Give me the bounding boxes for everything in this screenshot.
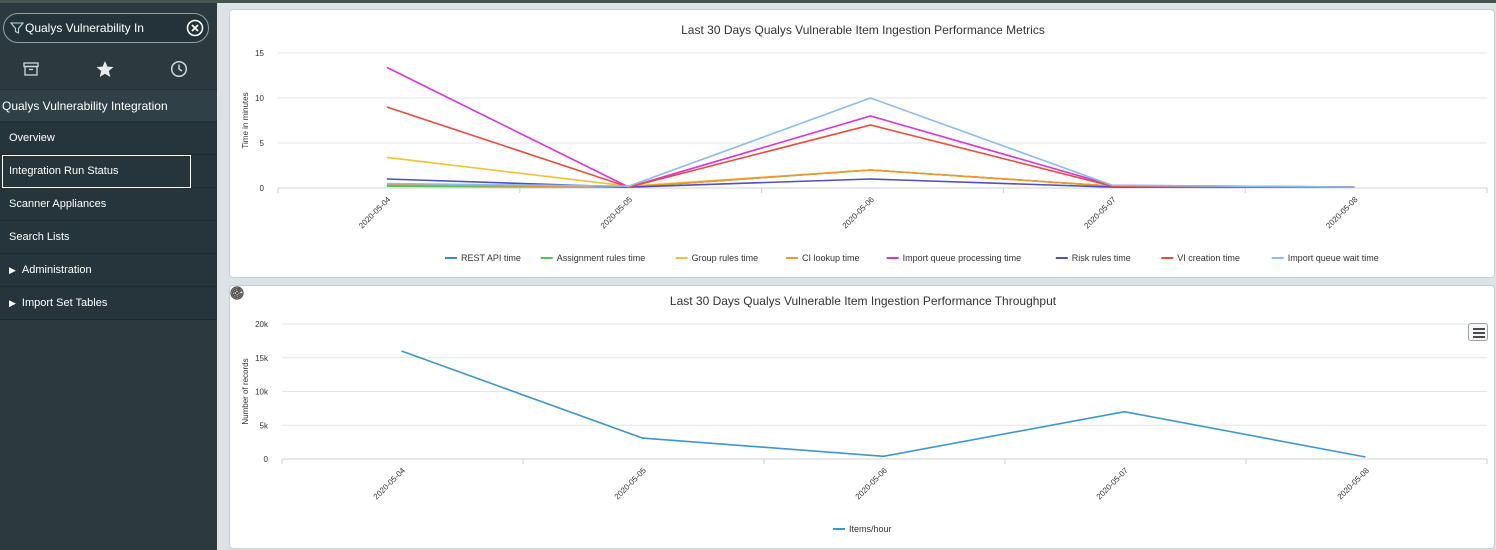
legend-label: Assignment rules time: [557, 253, 646, 263]
x-tick-label: 2020-05-04: [357, 195, 393, 231]
module-label: Integration Run Status: [9, 165, 119, 177]
chart-menu-button[interactable]: [1468, 323, 1488, 341]
clear-filter-icon[interactable]: [186, 19, 204, 37]
clock-icon[interactable]: [169, 59, 189, 79]
y-tick-label: 10k: [255, 388, 269, 397]
y-tick-label: 20k: [255, 320, 269, 329]
navigator-tabs: [0, 50, 217, 88]
module-administration[interactable]: ▶ Administration: [0, 254, 217, 287]
y-tick-label: 5k: [260, 421, 269, 430]
module-label: Administration: [21, 264, 92, 276]
filter-value: Qualys Vulnerability In: [25, 21, 144, 35]
module-integration-run-status[interactable]: Integration Run Status: [0, 155, 217, 188]
top-border: [0, 0, 1496, 3]
application-header[interactable]: Qualys Vulnerability Integration: [0, 89, 217, 122]
legend-label: Import queue processing time: [903, 253, 1022, 263]
module-scanner-appliances[interactable]: Scanner Appliances: [0, 188, 217, 221]
legend-label: Group rules time: [692, 253, 759, 263]
module-label: Scanner Appliances: [9, 198, 107, 210]
y-tick-label: 0: [260, 184, 265, 193]
module-search-lists[interactable]: Search Lists: [0, 221, 217, 254]
legend-label: VI creation time: [1177, 253, 1240, 263]
module-label: Search Lists: [9, 231, 70, 243]
navigator-menu: Qualys Vulnerability Integration Overvie…: [0, 89, 217, 320]
y-axis-title: Number of records: [241, 358, 250, 424]
x-tick-label: 2020-05-08: [1336, 466, 1372, 502]
metrics-line-chart: Last 30 Days Qualys Vulnerable Item Inge…: [241, 23, 1488, 263]
y-tick-label: 5: [260, 139, 265, 148]
series-line: [386, 97, 1355, 188]
legend-label: CI lookup time: [802, 253, 860, 263]
metrics-chart-panel: Last 30 Days Qualys Vulnerable Item Inge…: [229, 9, 1495, 278]
x-tick-label: 2020-05-05: [599, 195, 635, 231]
x-tick-label: 2020-05-07: [1082, 195, 1118, 231]
legend-label: Import queue wait time: [1288, 253, 1379, 263]
x-tick-label: 2020-05-06: [841, 195, 877, 231]
throughput-chart-panel: Last 30 Days Qualys Vulnerable Item Inge…: [229, 285, 1495, 549]
x-tick-label: 2020-05-04: [372, 466, 408, 502]
filter-navigator-input[interactable]: Qualys Vulnerability In: [3, 13, 209, 43]
hamburger-icon: [1473, 328, 1485, 338]
y-tick-label: 10: [255, 94, 264, 103]
star-icon[interactable]: [95, 59, 115, 79]
x-tick-label: 2020-05-05: [613, 466, 649, 502]
y-tick-label: 0: [264, 455, 269, 464]
x-tick-label: 2020-05-08: [1324, 195, 1360, 231]
legend-label: Items/hour: [849, 524, 892, 534]
module-label: Overview: [9, 132, 55, 144]
y-axis-title: Time in minutes: [241, 92, 250, 148]
throughput-line-chart: Last 30 Days Qualys Vulnerable Item Inge…: [241, 294, 1488, 534]
legend-label: Risk rules time: [1072, 253, 1131, 263]
series-line: [386, 156, 1355, 188]
module-overview[interactable]: Overview: [0, 122, 217, 155]
filter-icon: [9, 22, 25, 34]
legend-label: REST API time: [461, 253, 521, 263]
chart-title: Last 30 Days Qualys Vulnerable Item Inge…: [681, 23, 1045, 37]
navigator-sidebar: Qualys Vulnerability In Qualys Vulnerabi…: [0, 3, 217, 550]
expand-caret-icon[interactable]: ▶: [9, 265, 16, 275]
module-label: Import Set Tables: [21, 297, 108, 309]
y-tick-label: 15: [255, 49, 264, 58]
x-tick-label: 2020-05-06: [854, 466, 890, 502]
chart-title: Last 30 Days Qualys Vulnerable Item Inge…: [670, 294, 1057, 308]
module-import-set-tables[interactable]: ▶ Import Set Tables: [0, 287, 217, 320]
series-line: [401, 350, 1366, 458]
archive-icon[interactable]: [21, 59, 41, 79]
x-tick-label: 2020-05-07: [1095, 466, 1131, 502]
y-tick-label: 15k: [255, 354, 269, 363]
close-icon[interactable]: [230, 286, 244, 300]
expand-caret-icon[interactable]: ▶: [9, 298, 16, 308]
series-line: [386, 66, 1355, 188]
